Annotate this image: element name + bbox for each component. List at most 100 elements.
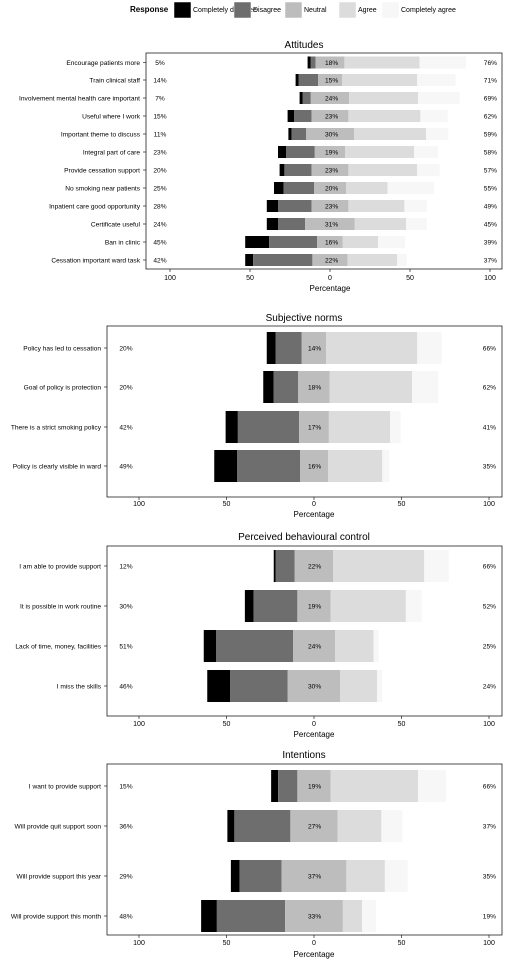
bar-segment-4	[330, 770, 419, 802]
bar-segment-1	[299, 92, 303, 104]
row-label: Will provide quit support soon	[15, 824, 102, 831]
x-tick-label: 0	[312, 940, 316, 947]
plot-frame	[106, 545, 503, 717]
right-percent: 71%	[484, 78, 497, 85]
bar-segment-4	[337, 810, 382, 842]
bar-segment-3	[297, 770, 331, 802]
bar-segment-1	[274, 182, 284, 194]
panel-title: Attitudes	[285, 40, 324, 51]
bar-segment-5	[412, 371, 439, 403]
right-percent: 52%	[483, 604, 496, 611]
left-percent: 15%	[153, 114, 166, 121]
bar-segment-5	[418, 770, 447, 802]
left-percent: 14%	[153, 78, 166, 85]
bar-segment-4	[347, 254, 398, 266]
bar-segment-5	[377, 670, 383, 702]
bar-segment-3	[315, 56, 345, 69]
bar-segment-5	[424, 550, 449, 582]
bar-segment-2	[275, 550, 295, 582]
neutral-percent: 27%	[308, 824, 321, 831]
x-tick-label: 50	[246, 275, 254, 282]
bar-segment-4	[354, 218, 406, 230]
bar-segment-3	[285, 900, 343, 932]
bar-segment-2	[294, 110, 312, 122]
bar-segment-1	[225, 411, 238, 443]
x-tick-label: 100	[483, 940, 495, 947]
bar-segment-5	[418, 92, 460, 104]
right-percent: 37%	[483, 824, 496, 831]
row-label: I am able to provide support	[19, 564, 101, 571]
x-tick-label: 0	[312, 501, 316, 508]
row-label: Will provide support this month	[11, 914, 101, 921]
left-percent: 20%	[119, 385, 132, 392]
left-percent: 25%	[153, 186, 166, 193]
bar-segment-5	[417, 74, 456, 86]
bar-segment-2	[253, 254, 313, 266]
bar-segment-1	[266, 218, 278, 230]
bar-segment-3	[306, 128, 354, 140]
neutral-percent: 31%	[325, 222, 338, 229]
neutral-percent: 18%	[325, 60, 338, 67]
bar-segment-5	[406, 218, 427, 230]
bar-segment-2	[230, 670, 288, 702]
bar-segment-3	[318, 74, 342, 86]
right-percent: 41%	[483, 425, 496, 432]
bar-segment-1	[214, 450, 237, 482]
neutral-percent: 23%	[325, 168, 338, 175]
bar-segment-1	[266, 200, 278, 212]
legend-swatch	[173, 1, 192, 19]
bar-segment-4	[335, 630, 374, 662]
bar-segment-4	[333, 550, 425, 582]
left-percent: 28%	[153, 204, 166, 211]
neutral-percent: 19%	[325, 150, 338, 157]
bar-segment-3	[290, 810, 338, 842]
x-tick-label: 50	[223, 940, 231, 947]
row-label: Involvement mental health care important	[19, 96, 140, 103]
left-percent: 36%	[119, 824, 132, 831]
right-percent: 49%	[484, 204, 497, 211]
x-tick-label: 100	[164, 275, 176, 282]
row-label: There is a strict smoking policy	[11, 425, 102, 432]
right-percent: 62%	[483, 385, 496, 392]
right-percent: 69%	[484, 96, 497, 103]
neutral-percent: 17%	[308, 425, 321, 432]
bar-segment-1	[273, 550, 276, 582]
bar-segment-3	[314, 182, 346, 194]
bar-segment-2	[310, 56, 316, 69]
neutral-percent: 16%	[325, 240, 338, 247]
x-tick-label: 50	[398, 721, 406, 728]
bar-segment-2	[269, 236, 318, 248]
left-percent: 42%	[119, 425, 132, 432]
right-percent: 37%	[484, 258, 497, 265]
chart-panel: Perceived behavioural control I am able t…	[15, 532, 503, 739]
bar-segment-3	[305, 218, 355, 230]
left-percent: 24%	[153, 222, 166, 229]
row-label: Train clinical staff	[89, 78, 140, 85]
bar-segment-4	[328, 411, 391, 443]
x-axis-label: Percentage	[294, 510, 335, 519]
right-percent: 59%	[484, 132, 497, 139]
bar-segment-5	[397, 254, 407, 266]
left-percent: 15%	[119, 784, 132, 791]
legend-swatch	[233, 1, 252, 19]
row-label: Goal of policy is protection	[24, 385, 102, 392]
x-tick-label: 50	[398, 940, 406, 947]
plot-frame	[145, 52, 503, 270]
row-label: Integral part of care	[83, 150, 141, 157]
legend-label: Agree	[358, 7, 377, 14]
bar-segment-2	[302, 92, 311, 104]
right-percent: 66%	[483, 346, 496, 353]
bar-segment-4	[342, 74, 418, 86]
x-tick-label: 0	[328, 275, 332, 282]
right-percent: 66%	[483, 784, 496, 791]
bar-segment-2	[253, 590, 298, 622]
legend-label: Completely agree	[401, 7, 456, 14]
bar-segment-1	[271, 770, 279, 802]
right-percent: 55%	[484, 186, 497, 193]
legend-swatch	[284, 1, 303, 19]
row-label: Will provide support this year	[16, 874, 101, 881]
right-percent: 39%	[484, 240, 497, 247]
plot-frame	[106, 763, 503, 936]
neutral-percent: 37%	[308, 874, 321, 881]
